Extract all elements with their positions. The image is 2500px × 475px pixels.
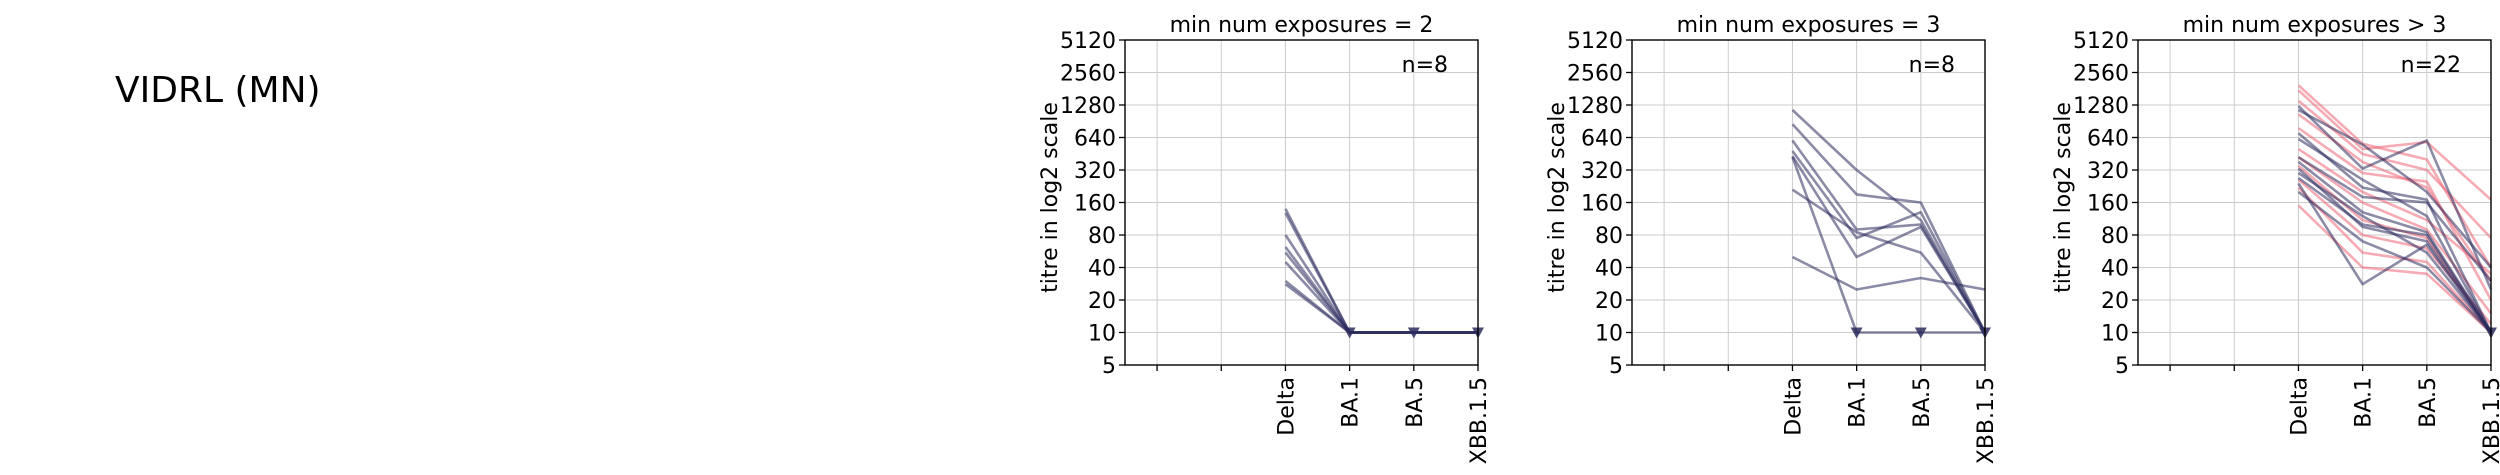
y-tick-label: 5 (1609, 354, 1623, 379)
y-tick-label: 1280 (1060, 94, 1116, 119)
chart-title: min num exposures > 3 (2183, 13, 2447, 38)
series-line (2297, 148, 2492, 275)
y-tick-label: 5120 (1567, 29, 1623, 54)
x-tick-label: Delta (1274, 377, 1299, 436)
y-tick-label: 2560 (1567, 62, 1623, 87)
y-axis-label: titre in log2 scale (2051, 102, 2076, 293)
series-line (1284, 212, 1478, 334)
series-line (1791, 156, 1985, 334)
y-tick-label: 160 (1074, 192, 1116, 217)
y-tick-label: 1280 (1567, 94, 1623, 119)
x-tick-label: Delta (2287, 377, 2312, 436)
series-line (1284, 208, 1478, 334)
x-tick-label: BA.1 (1846, 377, 1871, 428)
series-line (1791, 150, 1987, 334)
chart-panel: 5 10 20 40 80 160 320 640 1280 2560 5120 Delta BA.1 B… (1038, 13, 1492, 464)
series-line (1284, 283, 1478, 334)
x-tick-label: BA.1 (1339, 377, 1364, 428)
x-tick-label: BA.1 (2352, 377, 2377, 428)
page-title: VIDRL (MN) (115, 70, 321, 111)
y-tick-label: 2560 (1060, 62, 1116, 87)
y-tick-label: 40 (1595, 257, 1623, 282)
y-tick-label: 1280 (2073, 94, 2129, 119)
series-line (1791, 123, 1987, 334)
plot-frame (1124, 39, 1479, 366)
y-tick-label: 10 (2101, 322, 2129, 347)
plot-frame (2137, 39, 2492, 366)
series-line (2297, 105, 2493, 291)
y-tick-label: 10 (1088, 322, 1116, 347)
y-tick-label: 10 (1595, 322, 1623, 347)
series-line (1791, 255, 1986, 291)
y-tick-label: 80 (1088, 224, 1116, 249)
series-line (2297, 108, 2492, 269)
series-line (2297, 204, 2492, 334)
y-tick-label: 320 (1074, 159, 1116, 184)
series-line (2297, 89, 2492, 201)
chart-panel: 5 10 20 40 80 160 320 640 1280 2560 5120 Delta BA.1 B… (1545, 13, 1999, 464)
lod-marker (1850, 327, 1863, 339)
y-tick-label: 320 (2087, 159, 2129, 184)
y-tick-label: 5 (2115, 354, 2129, 379)
series-line (2297, 171, 2493, 334)
y-axis-label: titre in log2 scale (1545, 102, 1570, 293)
series-line (2297, 156, 2493, 282)
y-tick-label: 80 (2101, 224, 2129, 249)
y-tick-label: 20 (1595, 289, 1623, 314)
y-tick-label: 20 (1088, 289, 1116, 314)
y-tick-label: 160 (2087, 192, 2129, 217)
y-tick-label: 80 (1595, 224, 1623, 249)
y-tick-label: 40 (1088, 257, 1116, 282)
y-tick-label: 160 (1581, 192, 1623, 217)
lod-marker (1407, 327, 1420, 339)
x-tick-label: XBB.1.5 (2480, 377, 2500, 464)
x-tick-label: BA.5 (2416, 377, 2441, 428)
series-line (2297, 156, 2493, 315)
chart-panel: 5 10 20 40 80 160 320 640 1280 2560 5120 Delta BA.1 B… (2051, 13, 2500, 464)
y-tick-label: 320 (1581, 159, 1623, 184)
y-tick-label: 5120 (1060, 29, 1116, 54)
y-tick-label: 5 (1102, 354, 1116, 379)
lod-marker (1914, 327, 1927, 339)
x-tick-label: BA.5 (1403, 377, 1428, 428)
series-line (1791, 188, 1987, 334)
y-tick-label: 640 (1074, 127, 1116, 152)
y-tick-label: 640 (2087, 127, 2129, 152)
lod-marker (1343, 327, 1356, 339)
y-tick-label: 2560 (2073, 62, 2129, 87)
x-tick-label: BA.5 (1910, 377, 1935, 428)
n-annotation: n=8 (1402, 53, 1448, 78)
y-tick-label: 20 (2101, 289, 2129, 314)
series-line (2297, 182, 2493, 334)
x-tick-label: XBB.1.5 (1974, 377, 1999, 464)
chart-title: min num exposures = 2 (1170, 13, 1434, 38)
y-tick-label: 40 (2101, 257, 2129, 282)
series-line (2297, 186, 2492, 334)
y-axis-label: titre in log2 scale (1038, 102, 1063, 293)
series-line (1791, 109, 1987, 334)
x-tick-label: Delta (1781, 377, 1806, 436)
series-line (2297, 176, 2493, 334)
plot-frame (1631, 39, 1986, 366)
series-line (2297, 137, 2493, 334)
y-tick-label: 5120 (2073, 29, 2129, 54)
series-line (2297, 190, 2492, 334)
chart-title: min num exposures = 3 (1677, 13, 1941, 38)
n-annotation: n=22 (2401, 53, 2461, 78)
series-line (1284, 261, 1478, 334)
y-tick-label: 640 (1581, 127, 1623, 152)
x-tick-label: XBB.1.5 (1467, 377, 1492, 464)
n-annotation: n=8 (1909, 53, 1955, 78)
